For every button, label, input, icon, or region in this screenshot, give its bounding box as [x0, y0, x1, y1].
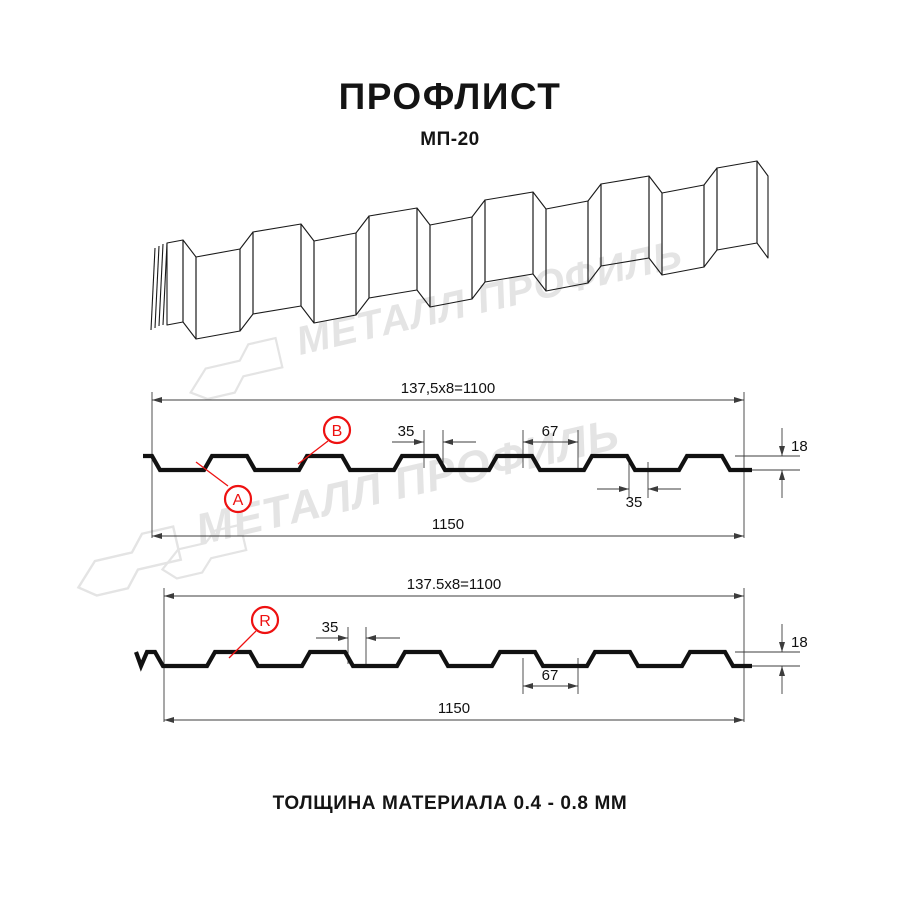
section-bottom-view: 137.5x8=1100 1150 35: [134, 576, 808, 723]
watermark-bottom-fragment: [160, 523, 248, 580]
dim-top-overall-2: 137.5x8=1100: [164, 576, 744, 599]
dim-label-overall-top-2: 137.5x8=1100: [407, 576, 501, 593]
sheet-left-edge: [150, 242, 168, 331]
dim-label-valley-2: 67: [542, 667, 559, 684]
dim-bottom-overall: 1150: [152, 516, 744, 539]
dim-crest-lower: 35: [597, 486, 681, 511]
watermark-group: МЕТАЛЛ ПРОФИЛЬ МЕТАЛЛ ПРОФИЛЬ: [76, 232, 687, 597]
section-top-view: 137,5x8=1100 1150 35: [143, 380, 808, 539]
dim-label-crest-upper: 35: [398, 423, 415, 440]
page-title: ПРОФЛИСТ: [338, 76, 562, 117]
material-thickness-note: ТОЛЩИНА МАТЕРИАЛА 0.4 - 0.8 ММ: [272, 793, 628, 814]
callout-label-a: A: [233, 492, 244, 509]
dim-label-overall-bottom-2: 1150: [438, 700, 470, 717]
callout-circle-a: [223, 484, 253, 514]
callout-circle-r: [250, 605, 280, 635]
dim-label-overall-top: 137,5x8=1100: [401, 380, 495, 397]
dim-crest-2: 35: [316, 619, 400, 641]
watermark-top: МЕТАЛЛ ПРОФИЛЬ: [189, 232, 687, 401]
callout-A: A: [195, 461, 253, 514]
dim-height-2: 18: [779, 624, 808, 694]
dim-label-overall-bottom: 1150: [432, 516, 464, 533]
dim-label-height-2: 18: [791, 634, 808, 651]
callout-B: B: [297, 415, 352, 465]
callout-label-r: R: [259, 613, 271, 630]
page-header: ПРОФЛИСТ МП-20: [0, 76, 900, 151]
dim-crest-upper: 35: [392, 423, 476, 445]
dim-top-overall: 137,5x8=1100: [152, 380, 744, 403]
corrugation-ribs: [166, 160, 769, 340]
dim-valley-2: 67: [523, 667, 578, 689]
callout-R: R: [228, 605, 280, 659]
callout-circle-b: [322, 415, 352, 445]
dim-label-crest-2: 35: [322, 619, 339, 636]
dim-label-valley: 67: [542, 423, 559, 440]
watermark-logo-icon: [76, 525, 183, 597]
isometric-sheet-view: [150, 160, 769, 340]
profile-section-top: [143, 453, 752, 473]
callout-label-b: B: [332, 423, 343, 440]
page-subtitle: МП-20: [420, 128, 480, 150]
dim-label-crest-lower: 35: [626, 494, 643, 511]
watermark-text: МЕТАЛЛ ПРОФИЛЬ: [292, 232, 687, 364]
watermark-logo-icon: [160, 523, 248, 580]
dim-valley: 67: [523, 423, 578, 445]
dim-label-height: 18: [791, 438, 808, 455]
watermark-logo-icon: [189, 336, 284, 401]
dim-bottom-overall-2: 1150: [164, 700, 744, 723]
profile-section-bottom: [134, 649, 752, 672]
dim-height: 18: [779, 428, 808, 498]
